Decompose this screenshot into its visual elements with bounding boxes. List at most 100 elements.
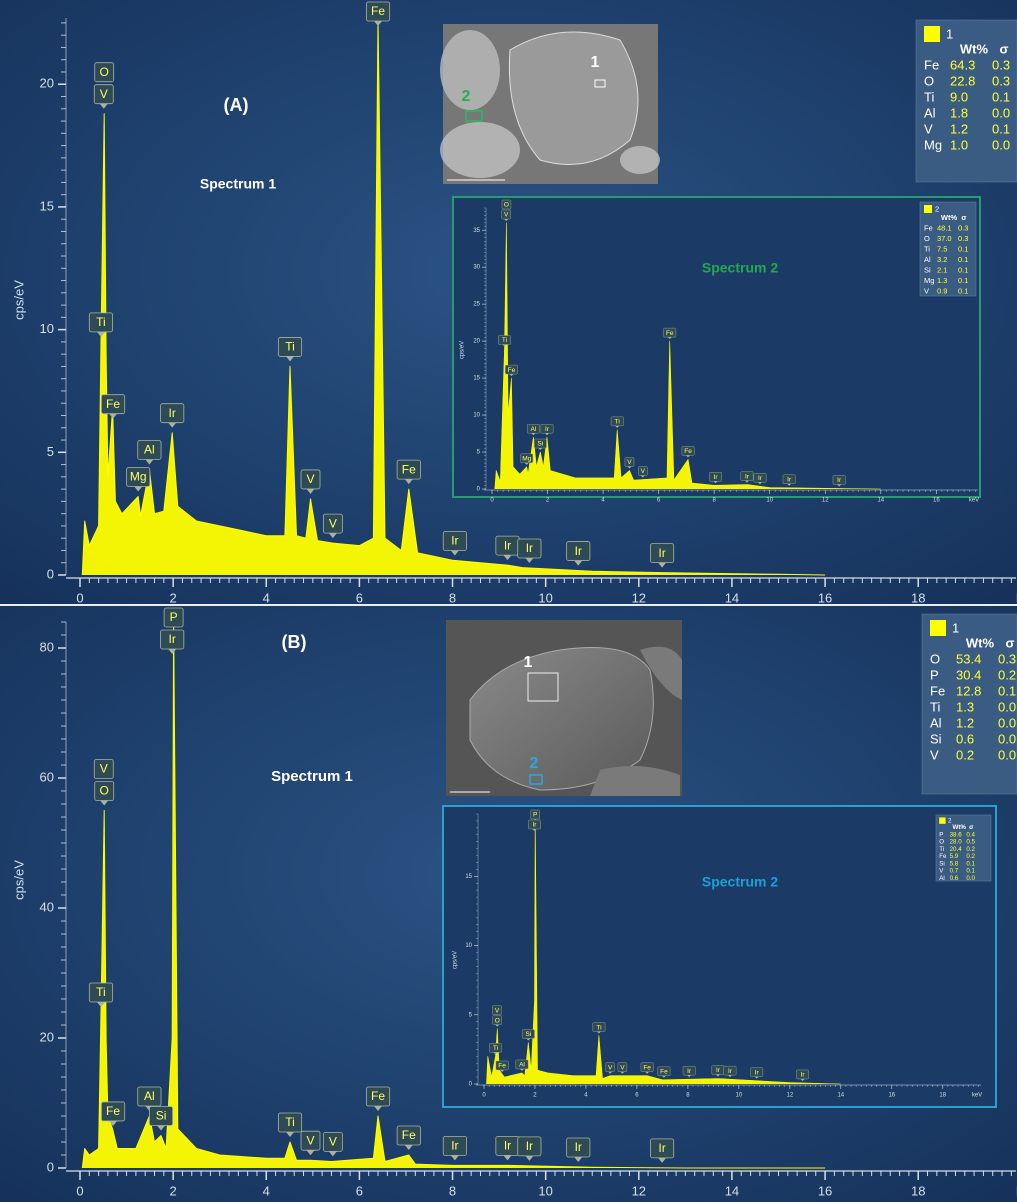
legend-element: Al bbox=[924, 255, 931, 264]
peak-label: P bbox=[170, 610, 178, 624]
sem-particle bbox=[440, 122, 520, 178]
legend-wt: 1.8 bbox=[950, 105, 968, 120]
legend-sigma: 0.3 bbox=[958, 224, 968, 233]
x-tick-label: 18 bbox=[939, 1093, 946, 1099]
peak-label: Fe bbox=[402, 1128, 416, 1142]
x-tick-label: 8 bbox=[449, 1183, 456, 1198]
x-tick-label: 16 bbox=[818, 590, 832, 605]
legend-element: O bbox=[924, 234, 930, 243]
y-axis-label: cps/eV bbox=[453, 951, 459, 969]
legend-element: Si bbox=[939, 860, 945, 867]
legend-element: V bbox=[924, 121, 933, 136]
peak-label: Ir bbox=[504, 1139, 511, 1153]
peak-label: Fe bbox=[402, 462, 416, 476]
x-tick-label: 2 bbox=[170, 1183, 177, 1198]
y-tick-label: 30 bbox=[473, 265, 480, 271]
peak-label: V bbox=[306, 472, 314, 486]
legend-sigma: 0.1 bbox=[958, 255, 968, 264]
x-tick-label: 10 bbox=[538, 590, 552, 605]
peak-label: Fe bbox=[106, 1104, 120, 1118]
legend-header: σ bbox=[1000, 41, 1009, 56]
y-tick-label: 35 bbox=[473, 228, 480, 234]
peak-label: V bbox=[100, 87, 108, 101]
legend-sigma: 0.0 bbox=[992, 105, 1010, 120]
legend-swatch bbox=[924, 26, 940, 42]
legend-wt: 0.7 bbox=[950, 868, 959, 875]
x-tick-label: 12 bbox=[822, 498, 829, 504]
legend-element: O bbox=[930, 651, 940, 666]
x-axis-unit: keV bbox=[972, 1093, 982, 1099]
y-axis-label: cps/eV bbox=[11, 860, 26, 900]
legend-wt: 2.1 bbox=[937, 266, 947, 275]
legend-element: V bbox=[930, 747, 939, 762]
spectrum-title: Spectrum 2 bbox=[702, 260, 778, 276]
legend-wt: 9.0 bbox=[950, 89, 968, 104]
x-tick-label: 4 bbox=[263, 1183, 270, 1198]
peak-label: Fe bbox=[508, 367, 516, 374]
peak-label: Ir bbox=[451, 534, 458, 548]
legend-element: Al bbox=[930, 715, 942, 730]
y-tick-label: 60 bbox=[40, 769, 54, 784]
x-tick-label: 12 bbox=[632, 1183, 646, 1198]
peak-label: V bbox=[100, 762, 108, 776]
y-tick-label: 0 bbox=[47, 1159, 54, 1174]
y-tick-label: 15 bbox=[40, 198, 54, 213]
sem-image: 1 2 bbox=[440, 24, 660, 184]
legend-element: Fe bbox=[939, 853, 947, 860]
y-tick-label: 15 bbox=[465, 874, 472, 880]
legend-sigma: 0.1 bbox=[992, 121, 1010, 136]
legend-wt: 48.1 bbox=[937, 224, 952, 233]
legend-element: Fe bbox=[924, 57, 939, 72]
legend-wt: 5.8 bbox=[950, 860, 959, 867]
x-tick-label: 6 bbox=[356, 1183, 363, 1198]
legend-element: O bbox=[939, 839, 944, 846]
x-tick-label: 14 bbox=[877, 498, 884, 504]
y-axis-label: cps/eV bbox=[460, 341, 466, 359]
peak-label: V bbox=[608, 1064, 613, 1071]
x-tick-label: 10 bbox=[766, 498, 773, 504]
legend-wt: 0.6 bbox=[950, 875, 959, 882]
peak-label: Fe bbox=[498, 1063, 506, 1070]
x-tick-label: 0 bbox=[76, 590, 83, 605]
panel-label: (B) bbox=[282, 632, 307, 652]
legend-sigma: 0.0 bbox=[998, 747, 1016, 762]
x-tick-label: 12 bbox=[787, 1093, 794, 1099]
x-tick-label: 0 bbox=[76, 1183, 83, 1198]
peak-label: Fe bbox=[106, 397, 120, 411]
legend-wt: 7.5 bbox=[937, 245, 947, 254]
legend-wt: 0.6 bbox=[956, 731, 974, 746]
legend-element: V bbox=[924, 287, 929, 296]
y-tick-label: 15 bbox=[473, 376, 480, 382]
legend-sigma: 0.1 bbox=[998, 683, 1016, 698]
y-axis-label: cps/eV bbox=[11, 280, 26, 320]
x-tick-label: 12 bbox=[632, 590, 646, 605]
legend-wt: 1.2 bbox=[950, 121, 968, 136]
peak-label: Al bbox=[144, 1089, 155, 1103]
legend-name: 1 bbox=[946, 26, 953, 41]
peak-label: Ir bbox=[658, 546, 665, 560]
peak-label: Si bbox=[156, 1109, 167, 1123]
legend-sigma: 0.1 bbox=[958, 276, 968, 285]
peak-label: Ir bbox=[526, 1139, 533, 1153]
peak-label: Ir bbox=[169, 406, 176, 420]
peak-label: O bbox=[100, 65, 109, 79]
peak-label: Ti bbox=[285, 340, 295, 354]
peak-label: Ti bbox=[502, 337, 507, 344]
x-tick-label: 18 bbox=[911, 590, 925, 605]
legend-wt: 37.0 bbox=[937, 234, 952, 243]
y-tick-label: 10 bbox=[465, 943, 472, 949]
peak-label: V bbox=[329, 1135, 337, 1149]
legend-sigma: 0.1 bbox=[966, 868, 975, 875]
peak-label: Si bbox=[537, 441, 543, 448]
legend-header: σ bbox=[961, 213, 966, 222]
peak-label: V bbox=[641, 468, 646, 475]
spectrum-title: Spectrum 1 bbox=[271, 768, 353, 785]
legend-sigma: 0.0 bbox=[998, 731, 1016, 746]
peak-label: Ir bbox=[575, 1140, 582, 1154]
x-tick-label: 14 bbox=[725, 590, 739, 605]
legend-sigma: 0.1 bbox=[958, 266, 968, 275]
figure: 1 2 1 2 (A) (B) 05101520cps/eV0246810121… bbox=[0, 0, 1017, 1202]
legend-sigma: 0.3 bbox=[992, 57, 1010, 72]
peak-label: Al bbox=[144, 443, 155, 457]
legend-wt: 0.9 bbox=[937, 287, 947, 296]
